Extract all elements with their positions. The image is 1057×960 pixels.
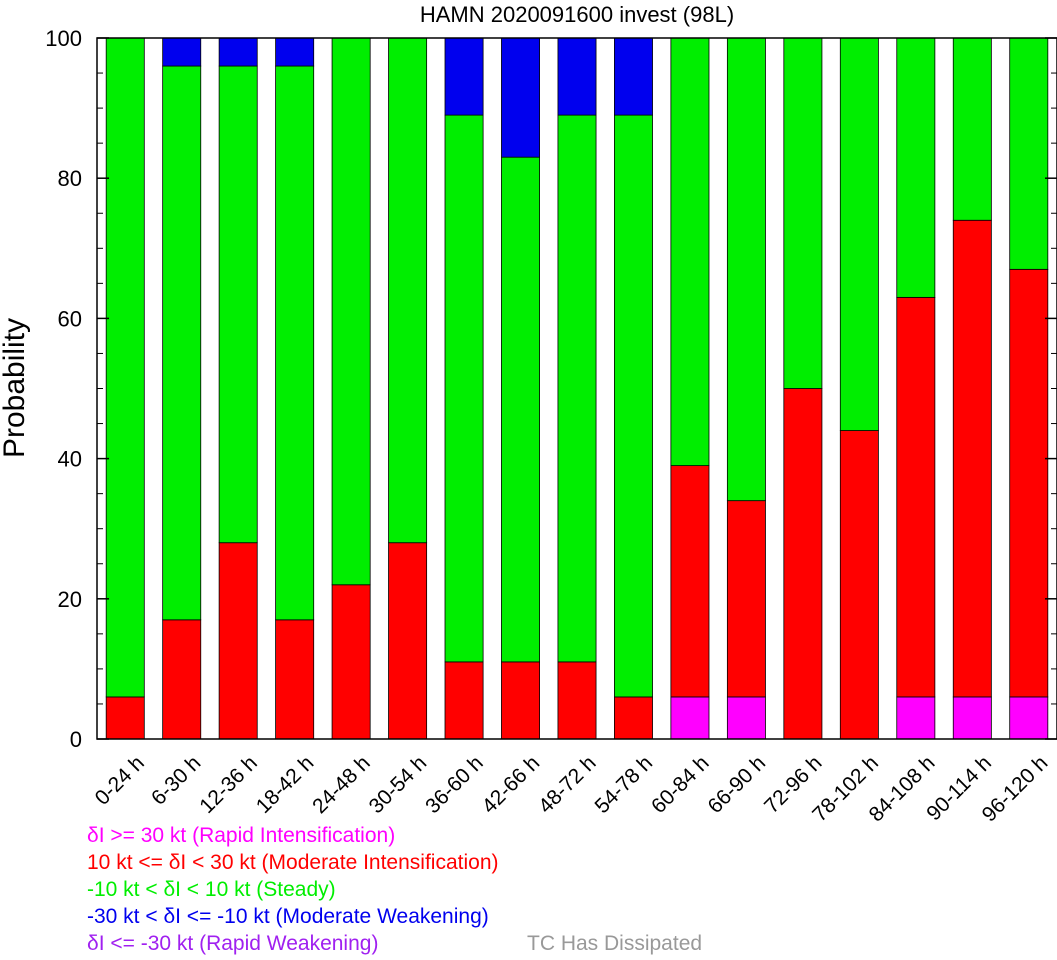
x-tick-label-8: 42-66 h <box>478 751 545 818</box>
bar-segment-4-4 <box>275 37 315 67</box>
x-tick-label-4: 18-42 h <box>252 751 319 818</box>
y-tick-label-80: 80 <box>58 166 82 191</box>
x-tick-label-11: 60-84 h <box>647 751 714 818</box>
legend-entry-3: -10 kt < δI < 10 kt (Steady) <box>87 878 336 901</box>
y-tick-label-20: 20 <box>58 587 82 612</box>
bar-segment-1-17 <box>1009 696 1049 740</box>
bar-segment-2-10 <box>614 696 653 740</box>
bar-segment-3-4 <box>275 65 315 621</box>
legend-entry-dissipated: TC Has Dissipated <box>527 932 702 955</box>
bar-segment-2-5 <box>331 584 371 740</box>
bar-segment-3-10 <box>614 114 653 698</box>
bar-segment-2-4 <box>275 619 315 740</box>
chart-title: HAMN 2020091600 invest (98L) <box>420 2 734 27</box>
bar-segment-4-7 <box>444 37 484 116</box>
x-tick-label-9: 48-72 h <box>534 751 601 818</box>
bar-segment-2-7 <box>444 661 484 740</box>
legend-entry-4: -30 kt < δI <= -10 kt (Moderate Weakenin… <box>87 905 489 928</box>
bar-segment-3-13 <box>783 37 823 389</box>
bar-segment-3-9 <box>557 114 597 663</box>
x-tick-label-3: 12-36 h <box>195 751 262 818</box>
bar-segment-1-16 <box>952 696 992 740</box>
bar-segment-2-3 <box>218 542 258 740</box>
legend: δI >= 30 kt (Rapid Intensification) 10 kt… <box>87 824 702 955</box>
bar-segment-2-13 <box>783 388 823 740</box>
bar-segment-4-9 <box>557 37 597 116</box>
y-tick-label-100: 100 <box>45 26 82 51</box>
y-tick-label-40: 40 <box>58 447 82 472</box>
bars-layer <box>105 37 1049 740</box>
bar-segment-3-14 <box>839 37 879 431</box>
bar-segment-3-5 <box>331 37 371 586</box>
bar-segment-3-17 <box>1009 37 1049 270</box>
bar-segment-3-2 <box>162 65 202 621</box>
bar-segment-2-15 <box>896 296 936 698</box>
y-axis-label: Probability <box>0 318 31 458</box>
bar-segment-1-11 <box>670 696 710 740</box>
legend-entry-5: δI <= -30 kt (Rapid Weakening) <box>87 932 378 955</box>
x-tick-label-10: 54-78 h <box>591 751 658 818</box>
x-tick-label-7: 36-60 h <box>421 751 488 818</box>
bar-segment-3-12 <box>726 37 766 502</box>
bar-segment-1-15 <box>896 696 936 740</box>
bar-segment-2-1 <box>105 696 145 740</box>
bar-segment-3-6 <box>388 37 428 544</box>
bar-segment-2-2 <box>162 619 202 740</box>
bar-segment-4-8 <box>501 37 540 158</box>
y-tick-label-0: 0 <box>70 727 82 752</box>
x-tick-label-1: 0-24 h <box>91 751 149 809</box>
x-tick-labels: 0-24 h6-30 h12-36 h18-42 h24-48 h30-54 h… <box>91 751 1053 826</box>
legend-entry-2: 10 kt <= δI < 30 kt (Moderate Intensific… <box>87 851 499 874</box>
bar-segment-3-15 <box>896 37 936 298</box>
bar-segment-2-16 <box>952 219 992 698</box>
legend-entry-1: δI >= 30 kt (Rapid Intensification) <box>87 824 395 847</box>
bar-segment-3-1 <box>105 37 145 698</box>
y-tick-label-60: 60 <box>58 306 82 331</box>
bar-segment-2-17 <box>1009 268 1049 698</box>
bar-segment-2-14 <box>839 430 879 740</box>
bar-segment-4-10 <box>614 37 653 116</box>
bar-segment-3-7 <box>444 114 484 663</box>
bar-segment-2-9 <box>557 661 597 740</box>
bar-segment-2-6 <box>388 542 428 740</box>
ticks-layer: 0 20 40 60 80 100 <box>45 26 1057 752</box>
bar-segment-4-2 <box>162 37 202 67</box>
x-tick-label-6: 30-54 h <box>365 751 432 818</box>
bar-segment-3-3 <box>218 65 258 544</box>
bar-segment-4-3 <box>218 37 258 67</box>
bar-segment-2-11 <box>670 465 710 698</box>
bar-segment-3-16 <box>952 37 992 221</box>
bar-segment-1-12 <box>726 696 766 740</box>
x-tick-label-5: 24-48 h <box>308 751 375 818</box>
bar-segment-2-12 <box>726 500 766 698</box>
bar-segment-2-8 <box>501 661 540 740</box>
bar-segment-3-8 <box>501 156 540 663</box>
x-tick-label-12: 66-90 h <box>704 751 771 818</box>
bar-segment-3-11 <box>670 37 710 467</box>
